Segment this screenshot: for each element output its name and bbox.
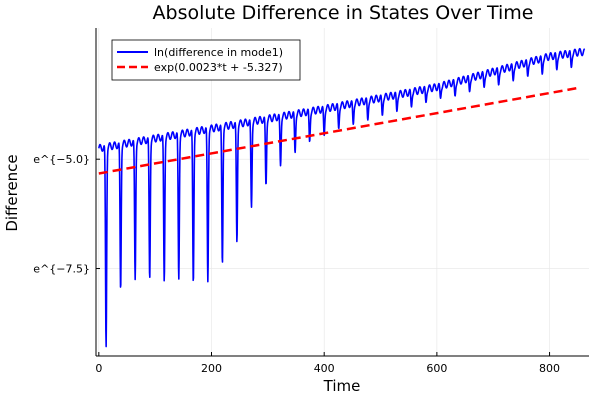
axes	[95, 28, 589, 357]
series-layer	[98, 47, 586, 348]
x-tick-label: 400	[314, 362, 335, 375]
series-line-1	[98, 86, 581, 175]
series-line-0	[98, 47, 586, 348]
chart-title: Absolute Difference in States Over Time	[153, 2, 534, 24]
x-axis-label: Time	[323, 377, 361, 395]
x-tick-label: 600	[426, 362, 447, 375]
legend-label-mode1: ln(difference in mode1)	[154, 46, 283, 59]
legend: ln(difference in mode1) exp(0.0023*t + -…	[111, 39, 301, 81]
y-axis-label: Difference	[3, 154, 21, 231]
x-tick-label: 0	[95, 362, 102, 375]
y-tick-label: e^{−7.5}	[33, 263, 90, 276]
legend-box	[111, 39, 301, 81]
tick-labels: 0 200 400 600 800 e^{−5.0} e^{−7.5}	[33, 153, 560, 375]
grid	[96, 28, 589, 356]
legend-label-fit: exp(0.0023*t + -5.327)	[154, 61, 283, 74]
x-tick-label: 200	[201, 362, 222, 375]
x-tick-label: 800	[539, 362, 560, 375]
y-tick-label: e^{−5.0}	[33, 153, 90, 166]
